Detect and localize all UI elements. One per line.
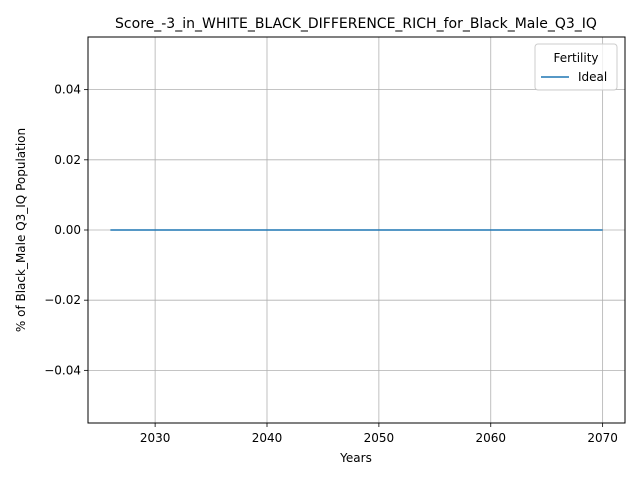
y-axis-ticks: 0.04 0.02 0.00 −0.02 −0.04: [44, 83, 88, 377]
legend-box: [534, 43, 618, 91]
legend-title: Fertility: [553, 51, 598, 65]
legend: Fertility Ideal: [534, 43, 618, 91]
y-tick-label: 0.04: [54, 83, 81, 97]
x-tick-label: 2070: [587, 431, 618, 445]
y-tick-label: −0.04: [44, 363, 81, 377]
y-tick-label: 0.02: [54, 153, 81, 167]
x-axis-label: Years: [339, 451, 372, 465]
legend-entry-ideal: Ideal: [578, 70, 607, 84]
chart-title: Score_-3_in_WHITE_BLACK_DIFFERENCE_RICH_…: [115, 16, 597, 32]
x-axis-ticks: 2030 2040 2050 2060 2070: [140, 423, 618, 445]
y-tick-label: −0.02: [44, 293, 81, 307]
x-tick-label: 2040: [252, 431, 283, 445]
y-axis-label: % of Black_Male Q3_IQ Population: [14, 128, 28, 332]
x-tick-label: 2030: [140, 431, 171, 445]
y-tick-label: 0.00: [54, 223, 81, 237]
x-tick-label: 2050: [364, 431, 395, 445]
grid-lines: [88, 37, 625, 423]
x-tick-label: 2060: [475, 431, 506, 445]
